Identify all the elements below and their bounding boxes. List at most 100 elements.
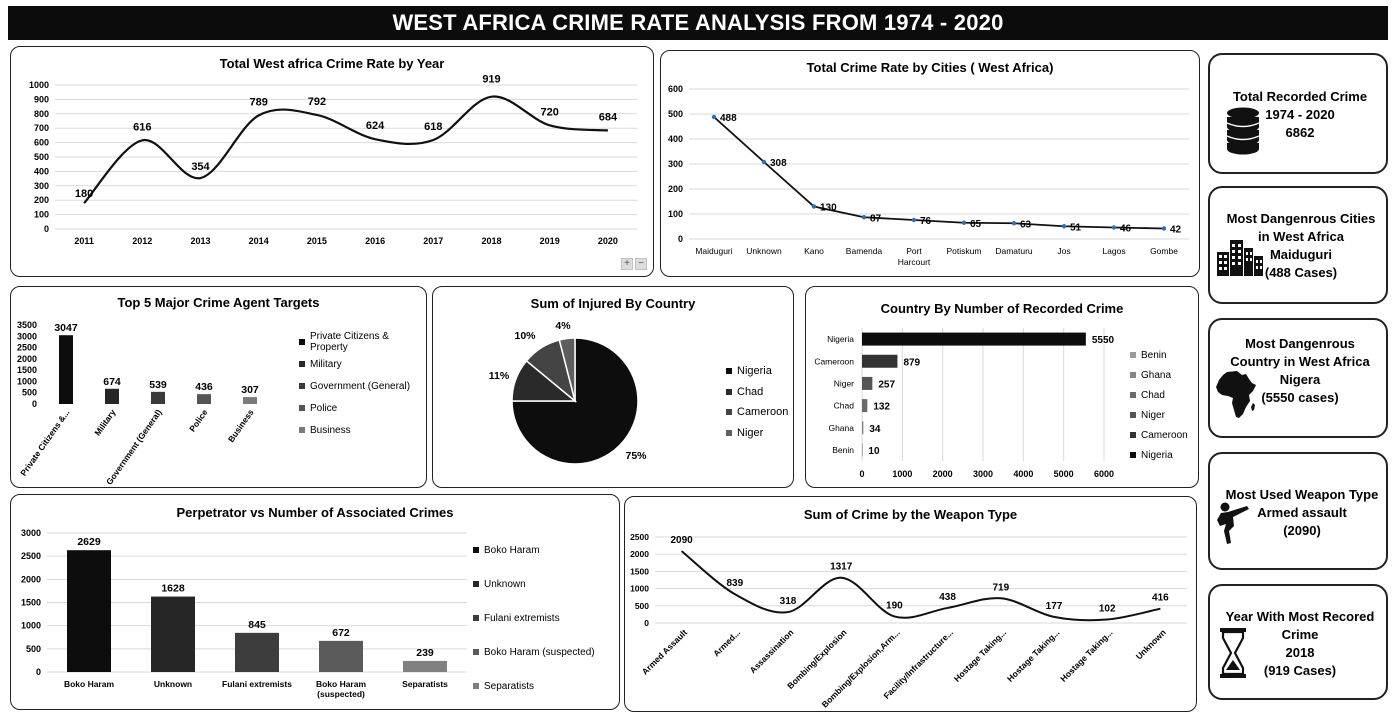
zoom-out-button[interactable]: − [635,258,647,270]
legend-swatch [1130,392,1136,398]
legend-item[interactable]: Separatists [473,669,595,703]
bar [319,640,363,672]
y-tick-label: 800 [34,109,49,119]
legend-label: Cameroon [737,406,789,419]
injured-pie-chart[interactable]: Sum of Injured By Country 75% 11% 10% 4% Ni… [432,286,794,488]
legend-item[interactable]: Government (General) [299,375,426,397]
y-tick-label: 500 [635,601,649,611]
data-label: 307 [241,384,259,396]
y-tick-label: 1500 [17,365,37,375]
legend-item[interactable]: Boko Haram [473,533,595,567]
legend-item[interactable]: Unknown [473,567,595,601]
legend-item[interactable]: Cameroon [726,402,788,423]
targets-chart-title: Top 5 Major Crime Agent Targets [117,295,320,310]
cities-crime-chart[interactable]: Total Crime Rate by Cities ( West Africa… [660,50,1200,277]
legend-item[interactable]: Niger [726,423,788,444]
x-tick-label: Kano [804,246,824,256]
legend-item[interactable]: Private Citizens & Property [299,331,426,353]
country-bar-chart[interactable]: Country By Number of Recorded Crime 0 100… [805,286,1199,488]
legend-item[interactable]: Police [299,397,426,419]
legend-label: Fulani extremists [484,612,560,624]
legend-swatch [726,388,732,395]
legend-label: Boko Haram (suspected) [484,646,595,658]
y-tick-label: 2000 [630,549,649,559]
y-tick-label: 300 [668,159,683,169]
perpetrator-chart-title: Perpetrator vs Number of Associated Crim… [176,505,454,520]
x-tick-label: Hostage Taking... [952,627,1008,683]
data-label: 672 [332,627,350,639]
y-tick-label: 300 [34,181,49,191]
data-label: 10% [514,330,536,342]
y-tick-label: Ghana [828,423,854,433]
data-label: 257 [878,379,895,390]
x-tick-label: Bombing/Explosion [785,627,849,691]
x-tick-label: Unknown [154,679,192,689]
legend-item[interactable]: Military [299,353,426,375]
data-label: 10 [868,446,880,457]
targets-bar-chart[interactable]: Top 5 Major Crime Agent Targets 0 500 1000… [10,286,427,488]
legend-swatch [473,615,479,621]
data-label: 436 [195,381,213,393]
y-tick-label: Nigeria [827,334,854,344]
y-tick-label: 1500 [630,566,649,576]
data-label: 180 [75,188,93,200]
kpi-year-text: Year With Most Recored Crime 2018 (919 C… [1225,609,1375,678]
weapon-line-chart[interactable]: Sum of Crime by the Weapon Type 0 500 1000… [624,496,1197,712]
perpetrator-bar-chart[interactable]: Perpetrator vs Number of Associated Crim… [10,494,620,710]
x-tick-label: Lagos [1102,246,1125,256]
x-tick-label: 2019 [540,236,560,246]
data-label: 132 [873,402,890,413]
bar [59,335,73,404]
x-tick-label: Harcourt [898,257,931,267]
bar [235,632,279,672]
data-label: 674 [103,376,121,388]
data-label: 51 [1070,222,1082,233]
x-tick-label: Hostage Taking... [1058,627,1114,683]
legend-item[interactable]: Fulani extremists [473,601,595,635]
data-label: 3047 [54,322,78,334]
cities-series-line [713,116,1165,230]
bar [197,394,211,404]
legend-label: Ghana [1141,369,1172,381]
legend-item[interactable]: Business [299,419,426,441]
data-label: 4% [555,320,571,332]
kpi-weapon-text: Most Used Weapon Type Armed assault (209… [1225,487,1379,538]
x-tick-label: 6000 [1094,469,1114,479]
legend-item[interactable]: Niger [1130,405,1188,425]
data-point [1061,224,1067,229]
x-tick-label: 2017 [423,236,443,246]
database-icon [1226,107,1260,155]
cities-chart-svg: 0 100 200 300 400 500 600 488 Maiduguri 308 Unknow… [668,84,1189,267]
legend-label: Government (General) [310,380,411,392]
injured-chart-svg: 75% 11% 10% 4% [489,320,647,465]
legend-item[interactable]: Benin [1130,345,1188,365]
yearly-crime-chart[interactable]: Total West africa Crime Rate by Year 0 10… [10,46,654,277]
x-tick-label: 5000 [1054,469,1074,479]
y-tick-label: 700 [34,123,49,133]
y-tick-label: 1000 [21,621,41,631]
zoom-in-button[interactable]: + [621,258,633,270]
y-tick-label: 0 [32,399,37,409]
x-tick-label: 2018 [481,236,501,246]
y-tick-label: 2500 [630,532,649,542]
cities-chart-title: Total Crime Rate by Cities ( West Africa… [806,60,1054,75]
data-label: 239 [416,647,434,659]
legend-item[interactable]: Chad [1130,385,1188,405]
bar [151,391,165,404]
legend-item[interactable]: Chad [726,382,788,403]
legend-item[interactable]: Boko Haram (suspected) [473,635,595,669]
legend-label: Private Citizens & Property [310,331,389,353]
injured-legend: Nigeria Chad Cameroon Niger [726,361,788,443]
bar [862,421,864,435]
data-label: 46 [1120,224,1132,235]
legend-item[interactable]: Nigeria [1130,445,1188,465]
chart-zoom-controls: + − [621,258,647,270]
y-tick-label: 0 [678,234,683,244]
bar [862,376,873,390]
legend-item[interactable]: Ghana [1130,365,1188,385]
kpi-peak-year: Year With Most Recored Crime 2018 (919 C… [1208,584,1388,700]
legend-item[interactable]: Nigeria [726,361,788,382]
city-buildings-icon [1217,240,1263,276]
legend-item[interactable]: Cameroon [1130,425,1188,445]
